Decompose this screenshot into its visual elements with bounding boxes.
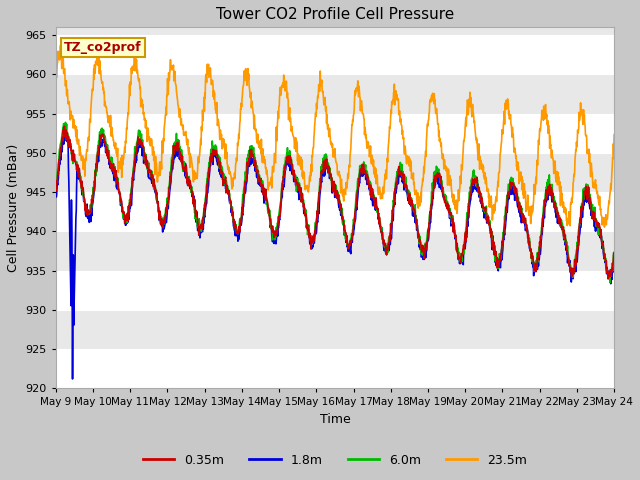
Text: TZ_co2prof: TZ_co2prof [64, 41, 142, 54]
Legend: 0.35m, 1.8m, 6.0m, 23.5m: 0.35m, 1.8m, 6.0m, 23.5m [138, 449, 532, 472]
Title: Tower CO2 Profile Cell Pressure: Tower CO2 Profile Cell Pressure [216, 7, 454, 22]
Y-axis label: Cell Pressure (mBar): Cell Pressure (mBar) [7, 144, 20, 272]
Bar [56, 153, 614, 192]
Bar [56, 349, 614, 388]
Bar [56, 231, 614, 271]
Bar [56, 114, 614, 153]
Bar [56, 35, 614, 74]
Bar [56, 310, 614, 349]
Bar [56, 74, 614, 114]
Bar [56, 271, 614, 310]
X-axis label: Time: Time [319, 413, 350, 426]
Bar [56, 192, 614, 231]
